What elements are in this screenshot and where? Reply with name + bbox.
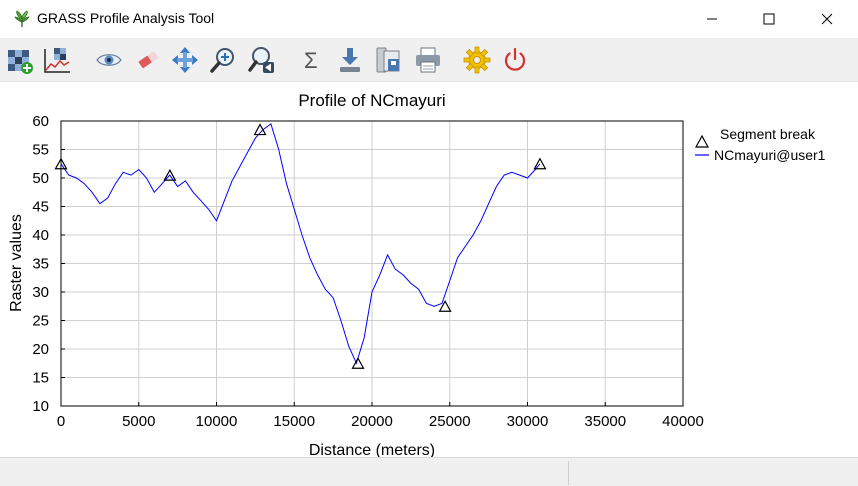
x-tick-label: 30000 [507, 413, 549, 430]
pan-button[interactable] [168, 43, 202, 77]
display-button[interactable] [92, 43, 126, 77]
y-tick-label: 20 [32, 341, 49, 358]
minimize-button[interactable] [683, 0, 741, 38]
maximize-icon [763, 13, 775, 25]
status-bar [0, 457, 858, 486]
x-tick-label: 20000 [351, 413, 393, 430]
power-icon [504, 47, 526, 71]
legend-label-segment-break: Segment break [720, 126, 816, 142]
y-tick-label: 40 [32, 227, 49, 244]
close-button[interactable] [798, 0, 856, 38]
erase-button[interactable] [131, 43, 165, 77]
statistics-button[interactable]: Σ [294, 43, 328, 77]
x-axis-label: Distance (meters) [309, 442, 435, 457]
maximize-button[interactable] [740, 0, 798, 38]
y-axis-ticks: 10 15 20 25 30 35 40 45 50 55 60 [32, 113, 65, 415]
profile-chart: Profile of NCmayuri 0 5000 10000 15000 20000… [8, 91, 826, 459]
x-tick-label: 35000 [584, 413, 626, 430]
x-axis-ticks: 0 5000 10000 15000 20000 25000 30000 35000 40000 [57, 402, 704, 430]
y-tick-label: 25 [32, 313, 49, 330]
zoom-in-icon [210, 48, 234, 73]
segment-break-marker [351, 357, 365, 369]
profile-plot-panel: Profile of NCmayuri 0 5000 10000 15000 20000… [0, 83, 858, 459]
legend-marker-segment-break [694, 134, 710, 148]
toolbar: Σ [0, 38, 858, 82]
eraser-icon [138, 51, 159, 69]
download-icon [340, 48, 360, 72]
minimize-icon [707, 18, 717, 20]
x-tick-label: 0 [57, 413, 65, 430]
x-tick-label: 5000 [122, 413, 155, 430]
x-tick-label: 10000 [196, 413, 238, 430]
zoom-back-button[interactable] [245, 43, 279, 77]
print-button[interactable] [411, 43, 445, 77]
save-button[interactable] [333, 43, 367, 77]
close-icon [821, 13, 833, 25]
profile-chart-icon [44, 48, 70, 73]
y-tick-label: 55 [32, 142, 49, 159]
save-image-icon [376, 47, 400, 73]
segment-break-markers [54, 123, 547, 369]
pan-arrows-icon [172, 47, 198, 73]
chart-grid [61, 121, 683, 406]
segment-break-marker [253, 123, 267, 136]
draw-profile-button[interactable] [40, 43, 74, 77]
segment-break-marker [163, 168, 177, 181]
segment-break-marker [438, 300, 452, 312]
y-tick-label: 10 [32, 398, 49, 415]
series-layer [60, 123, 541, 365]
x-tick-label: 15000 [273, 413, 315, 430]
legend: Segment break NCmayuri@user1 [694, 126, 826, 163]
status-separator [568, 461, 569, 485]
printer-icon [416, 47, 440, 73]
window-title: GRASS Profile Analysis Tool [37, 10, 215, 26]
y-tick-label: 50 [32, 170, 49, 187]
segment-break-marker [54, 157, 68, 170]
x-tick-label: 25000 [429, 413, 471, 430]
series-line-ncmayuri [60, 123, 541, 365]
y-tick-label: 45 [32, 199, 49, 216]
chart-title: Profile of NCmayuri [298, 91, 445, 110]
zoom-back-icon [248, 47, 274, 73]
y-tick-label: 15 [32, 370, 49, 387]
sigma-icon: Σ [304, 48, 318, 73]
settings-button[interactable] [460, 43, 494, 77]
eye-icon [96, 54, 122, 66]
legend-label-ncmayuri: NCmayuri@user1 [714, 147, 826, 163]
add-raster-button[interactable] [3, 43, 37, 77]
y-tick-label: 60 [32, 113, 49, 130]
y-tick-label: 35 [32, 256, 49, 273]
zoom-in-button[interactable] [206, 43, 240, 77]
svg-text:Σ: Σ [304, 48, 318, 73]
y-axis-label: Raster values [8, 214, 25, 312]
y-tick-label: 30 [32, 284, 49, 301]
save-image-button[interactable] [371, 43, 405, 77]
add-raster-icon [8, 50, 33, 74]
title-bar: GRASS Profile Analysis Tool [0, 0, 858, 38]
quit-button[interactable] [498, 43, 532, 77]
grass-leaf-icon [14, 10, 30, 27]
x-tick-label: 40000 [662, 413, 704, 430]
segment-break-marker [533, 157, 547, 170]
gear-icon [463, 46, 491, 74]
